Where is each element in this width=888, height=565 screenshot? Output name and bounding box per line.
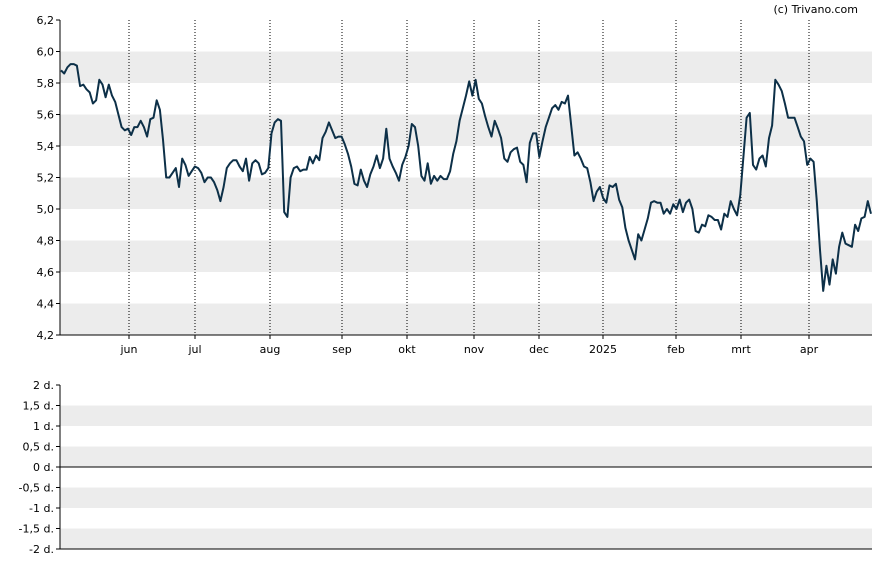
price-y-tick-label: 6,2 [37,14,55,27]
price-x-tick-label: feb [667,343,685,356]
price-y-tick-label: 5,0 [37,203,55,216]
secondary-band [60,446,872,467]
price-y-tick-label: 5,6 [37,109,55,122]
secondary-band [60,528,872,549]
secondary-y-tick-label: -1,5 d. [19,523,54,536]
credit-text: (c) Trivano.com [773,3,858,16]
secondary-y-tick-label: -1 d. [29,502,54,515]
secondary-band [60,405,872,426]
price-y-axis-ticks: 6,2 6,0 5,8 5,6 5,4 5,2 5,0 4,8 4,6 4,4 4,2 [37,14,60,342]
price-y-tick-label: 4,8 [37,235,55,248]
price-y-tick-label: 5,4 [37,140,55,153]
price-x-tick-label: mrt [731,343,751,356]
price-chart: 6,2 6,0 5,8 5,6 5,4 5,2 5,0 4,8 4,6 4,4 4,2 jun jul… [37,14,872,356]
secondary-y-tick-label: 1 d. [33,420,54,433]
price-y-tick-label: 6,0 [37,46,55,59]
price-x-tick-label: jun [120,343,138,356]
price-x-tick-label: dec [529,343,549,356]
secondary-y-tick-label: 0,5 d. [23,441,54,454]
price-x-tick-label: okt [398,343,416,356]
price-y-tick-label: 4,6 [37,266,55,279]
secondary-y-tick-label: 1,5 d. [23,400,54,413]
price-x-tick-label: jul [187,343,201,356]
price-y-tick-label: 4,2 [37,329,55,342]
price-y-tick-label: 5,2 [37,172,55,185]
price-series-line [60,63,872,292]
price-band [60,177,872,209]
price-x-tick-label: sep [332,343,351,356]
price-y-tick-label: 5,8 [37,77,55,90]
secondary-chart: 2 d. 1,5 d. 1 d. 0,5 d. 0 d. -0,5 d. -1 d. -1,5… [19,379,872,556]
secondary-y-axis-ticks: 2 d. 1,5 d. 1 d. 0,5 d. 0 d. -0,5 d. -1 d. -1,5… [19,379,60,556]
price-x-axis-ticks: jun jul aug sep okt nov dec 2025 feb mrt apr [120,335,819,356]
secondary-y-tick-label: 0 d. [33,461,54,474]
price-y-tick-label: 4,4 [37,298,55,311]
price-band [60,51,872,83]
price-x-tick-label: apr [800,343,819,356]
secondary-y-tick-label: 2 d. [33,379,54,392]
price-x-tick-label: aug [260,343,281,356]
secondary-y-tick-label: -2 d. [29,543,54,556]
price-x-tick-label: nov [464,343,485,356]
price-x-tick-label: 2025 [589,343,617,356]
secondary-band [60,487,872,508]
secondary-y-tick-label: -0,5 d. [19,482,54,495]
secondary-chart-bands [60,405,872,549]
price-band [60,303,872,335]
price-band [60,240,872,272]
price-series [60,63,872,292]
